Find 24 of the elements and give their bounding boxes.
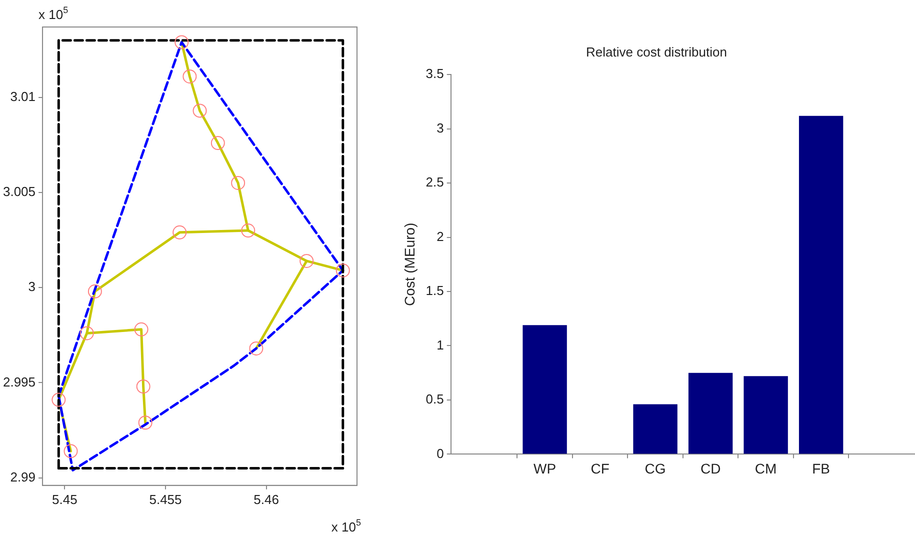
x-tick-label: CM <box>754 460 777 476</box>
y-tick-label: 1.5 <box>426 283 444 298</box>
y-tick-label: 3.005 <box>2 184 36 200</box>
x-tick-label: 5.46 <box>254 492 279 507</box>
y-tick-label: 3 <box>436 120 444 136</box>
y-tick-label: 3.5 <box>426 66 444 82</box>
y-tick-label: 3.01 <box>10 88 36 104</box>
x-tick-label: WP <box>534 460 556 476</box>
y-tick-label: 1 <box>436 337 444 352</box>
y-tick-label: 2.995 <box>2 374 36 390</box>
y-tick-label: 2 <box>436 228 444 244</box>
y-tick-label: 0 <box>436 446 444 461</box>
y-tick-label: 3 <box>28 279 36 294</box>
y-tick-label: 2.5 <box>426 174 444 190</box>
x-tick-label: CG <box>644 460 666 476</box>
x-tick-label: CD <box>700 460 721 476</box>
chart-title: Relative cost distribution <box>586 44 727 60</box>
y-tick-label: 0.5 <box>426 392 444 407</box>
x-tick-label: CF <box>590 460 610 476</box>
y-tick-label: 2.99 <box>10 469 36 484</box>
x-tick-label: 5.455 <box>149 492 182 507</box>
x-tick-label: 5.45 <box>52 492 78 507</box>
x-tick-label: FB <box>812 460 830 476</box>
y-axis-title: Cost (MEuro) <box>401 222 418 306</box>
